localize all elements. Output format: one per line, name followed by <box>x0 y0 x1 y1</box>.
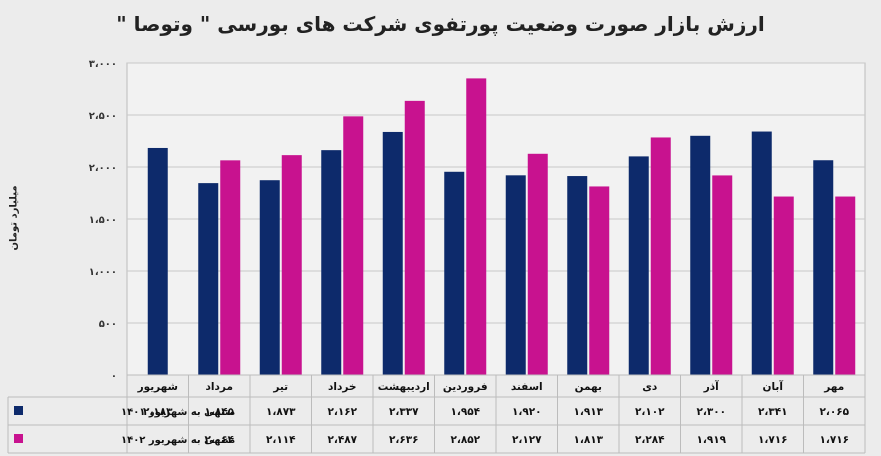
bar <box>444 171 465 375</box>
category-label: بهمن <box>575 381 602 393</box>
bar <box>835 196 856 375</box>
bar <box>198 183 219 375</box>
legend-swatch <box>14 406 23 415</box>
data-label: ۲،۴۸۷ <box>327 434 357 446</box>
data-label: ۲،۱۰۲ <box>635 406 665 418</box>
category-label: خرداد <box>328 381 356 393</box>
bar <box>382 131 403 375</box>
y-tick-label: ۲،۰۰۰ <box>89 163 117 174</box>
data-label: ۲،۳۰۰ <box>696 406 726 418</box>
bar <box>690 135 711 375</box>
y-tick-label: ۵۰۰ <box>99 319 117 330</box>
data-label: ۲،۰۶۴ <box>204 434 234 446</box>
y-tick-label: ۱،۵۰۰ <box>89 215 117 226</box>
data-label: ۱،۷۱۶ <box>758 434 788 446</box>
bar <box>466 78 487 375</box>
bar <box>505 175 526 375</box>
bar <box>147 147 168 375</box>
bar <box>773 196 794 375</box>
y-tick-label: ۰ <box>111 371 117 382</box>
data-label: ۱،۹۱۹ <box>696 434 726 446</box>
data-label: ۲،۸۵۲ <box>450 434 480 446</box>
bar <box>628 156 649 375</box>
category-label: تیر <box>272 381 288 393</box>
data-label: ۲،۰۶۵ <box>819 406 849 418</box>
bar <box>813 160 834 375</box>
chart-title: ارزش بازار صورت وضعیت پورتفوی شرکت های ب… <box>116 12 765 36</box>
data-label: ۲،۲۸۴ <box>635 434 665 446</box>
y-tick-label: ۲،۵۰۰ <box>89 111 117 122</box>
data-label: ۲،۱۶۲ <box>327 406 357 418</box>
legend-swatch <box>14 434 23 443</box>
category-label: شهریور <box>137 381 178 393</box>
legend-label: منتهی به شهریور ۱۴۰۱ <box>121 407 235 418</box>
bar <box>343 116 364 376</box>
data-label: ۲،۶۳۶ <box>389 434 419 446</box>
data-label: ۱،۷۱۶ <box>819 434 849 446</box>
y-tick-label: ۳،۰۰۰ <box>89 59 117 70</box>
data-label: ۱،۸۴۵ <box>204 406 234 418</box>
data-label: ۱،۹۵۴ <box>450 406 480 418</box>
bar <box>220 160 241 375</box>
bar <box>567 176 588 375</box>
bar <box>650 137 671 375</box>
category-label: فروردین <box>443 381 488 393</box>
bar <box>751 131 772 375</box>
bar <box>321 150 342 375</box>
category-label: آبان <box>763 380 784 393</box>
category-label: اسفند <box>511 381 543 393</box>
y-tick-label: ۱،۰۰۰ <box>89 267 117 278</box>
category-label: دی <box>642 381 658 393</box>
data-label: ۱،۸۱۳ <box>573 434 603 446</box>
bar <box>281 155 302 375</box>
bar <box>404 100 425 375</box>
data-label: ۱،۹۱۳ <box>573 406 603 418</box>
legend-label: منتهی به شهریور ۱۴۰۲ <box>121 435 235 446</box>
data-label: ۲،۱۲۷ <box>512 434 542 446</box>
bar <box>259 180 280 375</box>
data-label: ۲،۳۴۱ <box>758 406 788 418</box>
category-label: آذر <box>703 380 719 393</box>
data-label: ۲،۳۳۷ <box>389 406 419 418</box>
category-label: مرداد <box>206 381 233 393</box>
category-label: مهر <box>823 381 844 393</box>
bar <box>589 186 610 375</box>
data-label: ۱،۸۷۳ <box>266 406 296 418</box>
data-label: ۲،۱۱۴ <box>266 434 296 446</box>
category-label: اردیبهشت <box>378 381 430 393</box>
bar <box>527 153 548 375</box>
bar <box>712 175 733 375</box>
data-label: ۱،۹۲۰ <box>512 406 542 418</box>
data-label: ۲،۱۸۳ <box>143 406 173 418</box>
